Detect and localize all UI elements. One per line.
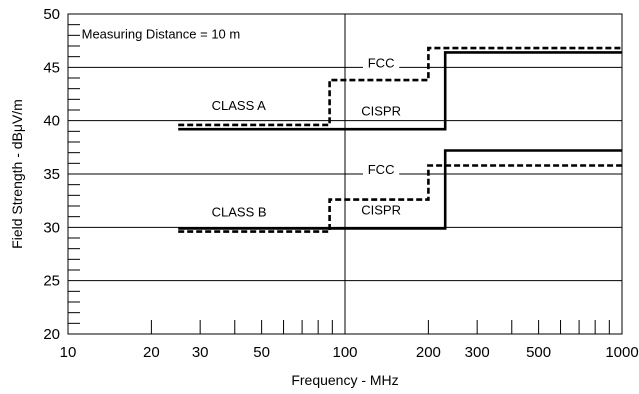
x-tick-label: 30 — [192, 344, 209, 361]
annotation-background — [363, 55, 400, 72]
annotation-class-b: CLASS B — [212, 205, 267, 220]
series-line-class-b-cispr — [178, 149, 622, 230]
y-tick-label: 45 — [43, 59, 60, 76]
grid — [68, 14, 622, 334]
annotation-fcc-a: FCC — [368, 55, 395, 70]
series-group — [178, 46, 622, 233]
y-tick-label: 20 — [43, 326, 60, 343]
annotation-class-a: CLASS A — [212, 98, 267, 113]
annotation-background — [363, 162, 400, 178]
y-tick-label: 40 — [43, 113, 60, 130]
y-axis-title: Field Strength - dBμV/m — [9, 99, 25, 249]
x-tick-label: 500 — [526, 344, 551, 361]
y-tick-label: 25 — [43, 273, 60, 290]
x-tick-label: 100 — [332, 344, 357, 361]
y-tick-label: 30 — [43, 219, 60, 236]
annotation-cispr-b: CISPR — [361, 203, 401, 218]
x-tick-label: 50 — [253, 344, 270, 361]
annotation-fcc-b: FCC — [368, 162, 395, 177]
x-tick-label: 1000 — [605, 344, 638, 361]
x-tick-label: 200 — [416, 344, 441, 361]
x-tick-label: 20 — [143, 344, 160, 361]
annotation-background — [355, 103, 407, 120]
x-axis-title: Frequency - MHz — [291, 372, 398, 388]
x-tick-label: 300 — [465, 344, 490, 361]
y-tick-label: 50 — [43, 6, 60, 23]
plot-frame — [67, 13, 623, 335]
x-tick-label: 10 — [60, 344, 77, 361]
series-line-class-a-fcc — [178, 46, 622, 127]
minor-ticks — [68, 24, 610, 334]
series-line-class-b-fcc — [178, 164, 622, 233]
annotation-cispr-a: CISPR — [361, 103, 401, 118]
annotation-background — [355, 202, 407, 219]
annotation-distance: Measuring Distance = 10 m — [82, 27, 241, 42]
annotations: Measuring Distance = 10 m CLASS A CLASS B F… — [82, 27, 407, 220]
series-line-class-a-cispr — [178, 51, 622, 131]
y-tick-label: 35 — [43, 166, 60, 183]
